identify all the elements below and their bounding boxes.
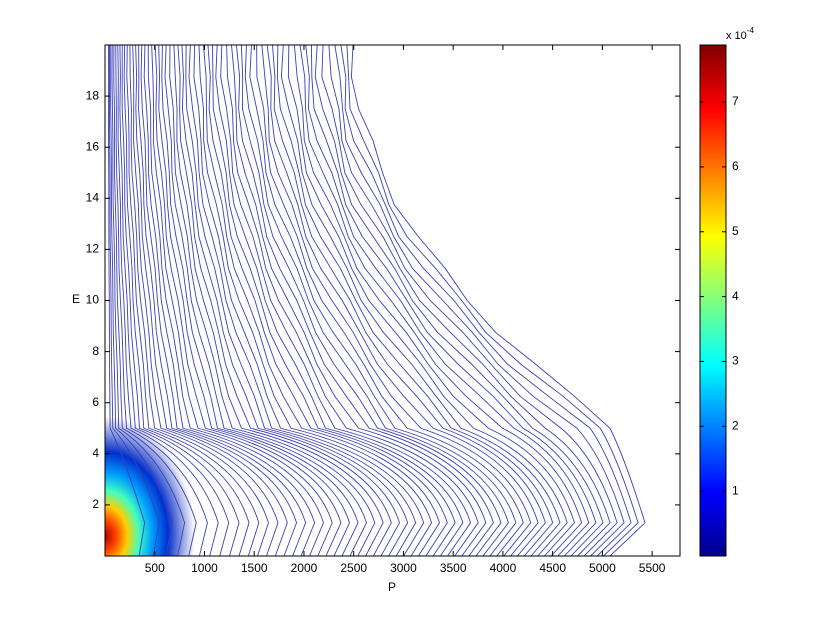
contour-line <box>321 45 611 556</box>
contour-line <box>154 45 342 556</box>
contour-line <box>181 45 401 556</box>
colorbar-tick-label: 3 <box>732 354 739 368</box>
x-tick-label: 2000 <box>291 561 318 575</box>
contour-line <box>173 45 384 556</box>
contour-line <box>299 45 583 556</box>
contour-line <box>310 45 597 556</box>
y-tick-label: 2 <box>92 497 99 511</box>
contour-line <box>158 45 351 556</box>
contour-line <box>111 45 186 556</box>
contour-line <box>108 45 146 556</box>
contour-line <box>143 45 316 556</box>
contour-line <box>135 45 288 556</box>
contour-line <box>177 45 392 556</box>
contour-line <box>138 45 298 556</box>
x-tick-label: 5000 <box>589 561 616 575</box>
contour-line <box>117 45 219 556</box>
x-tick-label: 4500 <box>539 561 566 575</box>
x-axis-label: P <box>388 580 396 594</box>
colorbar <box>699 44 727 557</box>
contour-line <box>121 45 240 556</box>
contour-line <box>215 45 464 556</box>
contour-line <box>280 45 561 556</box>
contour-line <box>164 45 367 556</box>
contour-line <box>119 45 230 556</box>
colorbar-tick-label: 2 <box>732 418 739 432</box>
y-tick-label: 18 <box>86 88 100 102</box>
contour-line <box>287 45 568 556</box>
contour-line <box>226 45 479 556</box>
contour-line <box>140 45 307 556</box>
contour-line <box>207 45 448 556</box>
contour-line <box>276 45 554 556</box>
contour-line <box>293 45 575 556</box>
contour-line <box>132 45 279 556</box>
contour-line <box>261 45 532 556</box>
x-tick-label: 5500 <box>639 561 666 575</box>
colorbar-tick-label: 1 <box>732 483 739 497</box>
contour-line <box>240 45 502 556</box>
contour-line <box>235 45 494 556</box>
x-tick-label: 500 <box>145 561 165 575</box>
contour-line <box>244 45 509 556</box>
contour-line <box>346 45 639 556</box>
contour-line <box>256 45 524 556</box>
colorbar-scale-exponent: -4 <box>747 26 755 35</box>
contour-line <box>231 45 487 556</box>
contour-line <box>129 45 269 556</box>
x-tick-label: 4000 <box>490 561 517 575</box>
contour-line <box>340 45 632 556</box>
colorbar-tick-label: 6 <box>732 159 739 173</box>
x-tick-label: 1500 <box>241 561 268 575</box>
contour-line <box>334 45 625 556</box>
y-tick-label: 16 <box>86 139 100 153</box>
x-tick-label: 2500 <box>340 561 367 575</box>
y-tick-label: 8 <box>92 344 99 358</box>
y-tick-label: 6 <box>92 395 99 409</box>
contour-line <box>188 45 417 556</box>
contour-layer <box>105 45 680 556</box>
y-tick-label: 12 <box>86 242 100 256</box>
y-axis-label: E <box>72 292 80 306</box>
colorbar-tick-label: 5 <box>732 224 739 238</box>
contour-line <box>123 45 250 556</box>
y-tick-label: 4 <box>92 446 99 460</box>
x-tick-label: 3000 <box>390 561 417 575</box>
contour-line <box>185 45 409 556</box>
x-tick-label: 1000 <box>191 561 218 575</box>
contour-line <box>151 45 333 556</box>
contour-line <box>305 45 590 556</box>
contour-line <box>115 45 208 556</box>
contour-line <box>350 45 646 556</box>
contour-line <box>266 45 539 556</box>
contour-line <box>212 45 456 556</box>
x-tick-label: 3500 <box>440 561 467 575</box>
contour-line <box>161 45 359 556</box>
contour-line <box>220 45 472 556</box>
contour-line <box>328 45 618 556</box>
contour-line <box>272 45 546 556</box>
colorbar-tick-label: 7 <box>732 94 739 108</box>
colorbar-scale: x 10-4 <box>726 26 754 42</box>
contour-line <box>110 45 173 556</box>
contour-line <box>202 45 440 556</box>
contour-line <box>113 45 197 556</box>
colorbar-scale-base: x 10 <box>726 30 747 42</box>
contour-line <box>198 45 433 556</box>
colorbar-tick-label: 4 <box>732 289 739 303</box>
contour-line <box>109 45 160 556</box>
y-tick-label: 10 <box>86 293 100 307</box>
contour-line <box>126 45 260 556</box>
contour-line <box>169 45 376 556</box>
contour-line <box>147 45 324 556</box>
contour-line <box>314 45 604 556</box>
contour-line <box>249 45 517 556</box>
contour-line <box>193 45 425 556</box>
y-tick-label: 14 <box>86 190 100 204</box>
